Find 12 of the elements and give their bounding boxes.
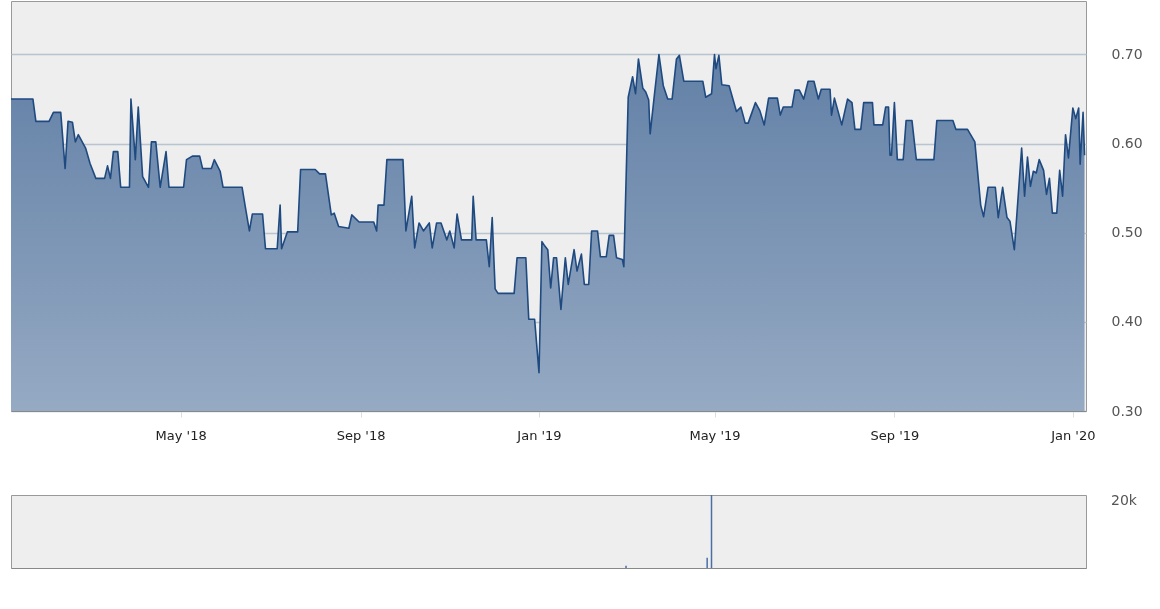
x-tick-label: Jan '20	[1050, 427, 1096, 443]
x-tick-label: May '19	[689, 427, 741, 443]
y-tick-label: 0.40	[1111, 313, 1143, 330]
x-tick-label: Sep '19	[870, 427, 920, 443]
y-tick-label: 0.70	[1111, 45, 1143, 62]
x-tick-label: Sep '18	[336, 427, 386, 443]
y-tick-label: 0.60	[1111, 135, 1143, 152]
y-tick-label: 0.30	[1111, 402, 1143, 419]
y-tick-label: 0.50	[1111, 224, 1143, 241]
x-tick-label: May '18	[155, 427, 207, 443]
text: 20k	[1111, 492, 1138, 508]
x-tick-label: Jan '19	[516, 427, 562, 443]
